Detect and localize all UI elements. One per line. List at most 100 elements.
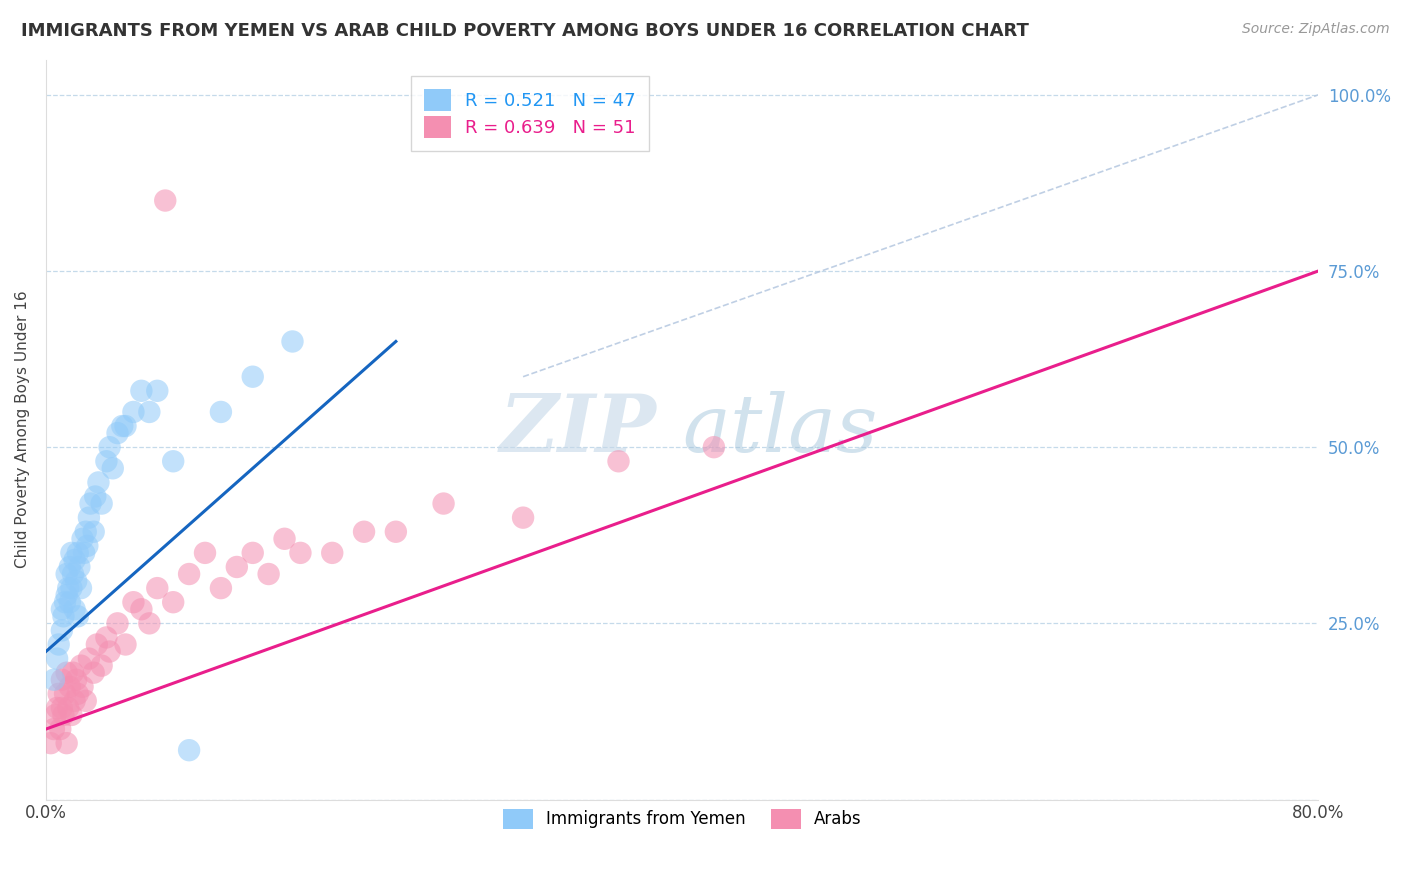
- Point: [39, 736, 62, 750]
- Point: [138, 405, 160, 419]
- Point: [60, 708, 83, 723]
- Point: [55, 736, 77, 750]
- Point: [194, 546, 217, 560]
- Point: [98, 644, 121, 658]
- Point: [209, 405, 232, 419]
- Point: [242, 369, 264, 384]
- Point: [46, 651, 69, 665]
- Point: [63, 694, 86, 708]
- Point: [138, 616, 160, 631]
- Point: [60, 546, 83, 560]
- Point: [48, 687, 70, 701]
- Text: atlas: atlas: [682, 391, 877, 468]
- Point: [87, 475, 110, 490]
- Point: [77, 510, 100, 524]
- Text: IMMIGRANTS FROM YEMEN VS ARAB CHILD POVERTY AMONG BOYS UNDER 16 CORRELATION CHAR: IMMIGRANTS FROM YEMEN VS ARAB CHILD POVE…: [21, 22, 1029, 40]
- Point: [75, 694, 97, 708]
- Point: [55, 665, 77, 680]
- Point: [76, 539, 98, 553]
- Point: [53, 595, 76, 609]
- Point: [49, 722, 72, 736]
- Point: [63, 602, 86, 616]
- Point: [607, 454, 630, 468]
- Point: [98, 440, 121, 454]
- Point: [59, 680, 82, 694]
- Point: [90, 497, 112, 511]
- Point: [66, 687, 89, 701]
- Point: [62, 665, 84, 680]
- Point: [65, 673, 87, 687]
- Point: [96, 454, 118, 468]
- Point: [73, 546, 96, 560]
- Point: [52, 609, 75, 624]
- Point: [177, 743, 200, 757]
- Point: [51, 624, 73, 638]
- Point: [77, 651, 100, 665]
- Point: [146, 384, 169, 398]
- Point: [155, 194, 177, 208]
- Point: [42, 722, 65, 736]
- Point: [59, 560, 82, 574]
- Point: [512, 510, 534, 524]
- Point: [58, 701, 80, 715]
- Point: [42, 673, 65, 687]
- Point: [162, 454, 184, 468]
- Point: [225, 560, 247, 574]
- Y-axis label: Child Poverty Among Boys Under 16: Child Poverty Among Boys Under 16: [15, 291, 30, 568]
- Point: [122, 405, 145, 419]
- Point: [107, 616, 129, 631]
- Point: [52, 708, 75, 723]
- Point: [58, 581, 80, 595]
- Point: [242, 546, 264, 560]
- Point: [79, 497, 101, 511]
- Point: [273, 532, 295, 546]
- Point: [257, 567, 280, 582]
- Point: [703, 440, 725, 454]
- Point: [122, 595, 145, 609]
- Point: [65, 574, 87, 588]
- Point: [51, 602, 73, 616]
- Point: [90, 658, 112, 673]
- Point: [72, 680, 94, 694]
- Point: [59, 595, 82, 609]
- Point: [55, 588, 77, 602]
- Point: [75, 524, 97, 539]
- Point: [44, 708, 66, 723]
- Point: [281, 334, 304, 349]
- Point: [131, 602, 153, 616]
- Point: [114, 419, 136, 434]
- Point: [432, 497, 454, 511]
- Point: [146, 581, 169, 595]
- Point: [46, 701, 69, 715]
- Point: [114, 638, 136, 652]
- Point: [101, 461, 124, 475]
- Point: [86, 638, 108, 652]
- Point: [83, 665, 105, 680]
- Point: [51, 673, 73, 687]
- Text: ZIP: ZIP: [499, 391, 657, 468]
- Point: [111, 419, 134, 434]
- Point: [70, 581, 93, 595]
- Point: [63, 553, 86, 567]
- Point: [51, 701, 73, 715]
- Point: [209, 581, 232, 595]
- Point: [83, 524, 105, 539]
- Point: [66, 609, 89, 624]
- Point: [62, 567, 84, 582]
- Point: [290, 546, 312, 560]
- Point: [55, 567, 77, 582]
- Point: [177, 567, 200, 582]
- Point: [67, 560, 90, 574]
- Legend: Immigrants from Yemen, Arabs: Immigrants from Yemen, Arabs: [496, 802, 869, 836]
- Point: [84, 490, 107, 504]
- Point: [66, 546, 89, 560]
- Point: [107, 426, 129, 441]
- Point: [53, 687, 76, 701]
- Point: [70, 658, 93, 673]
- Point: [48, 638, 70, 652]
- Point: [131, 384, 153, 398]
- Point: [162, 595, 184, 609]
- Text: Source: ZipAtlas.com: Source: ZipAtlas.com: [1241, 22, 1389, 37]
- Point: [96, 631, 118, 645]
- Point: [321, 546, 343, 560]
